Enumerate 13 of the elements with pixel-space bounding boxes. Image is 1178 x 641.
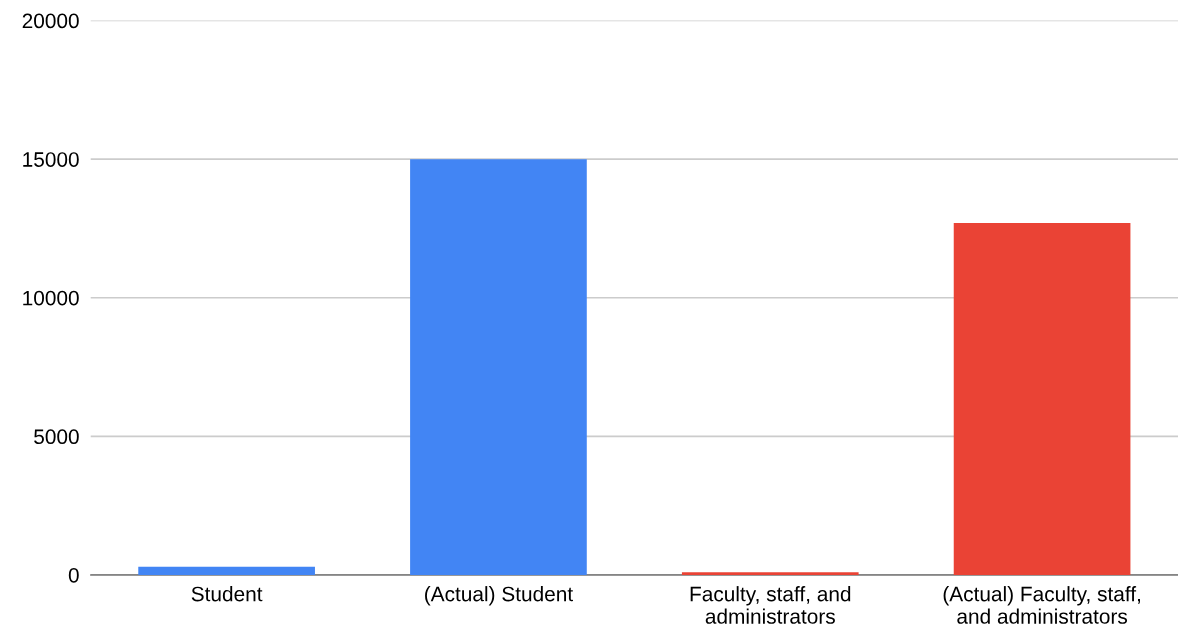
x-tick-label: Faculty, staff, and administrators: [690, 586, 851, 624]
y-tick-label: 20000: [22, 13, 79, 29]
bar: [410, 159, 587, 575]
y-tick-label: 10000: [23, 290, 79, 306]
bar: [953, 222, 1131, 575]
x-tick-label: (Actual) Faculty, staff, and administrators: [943, 586, 1140, 624]
y-tick-label: 5000: [34, 429, 79, 445]
y-tick-label: 0: [68, 567, 79, 583]
x-tick-label: Student: [191, 586, 263, 602]
bar: [681, 572, 859, 575]
bar: [138, 566, 315, 575]
y-tick-label: 15000: [23, 152, 79, 167]
x-tick-label: (Actual) Student: [425, 586, 573, 606]
